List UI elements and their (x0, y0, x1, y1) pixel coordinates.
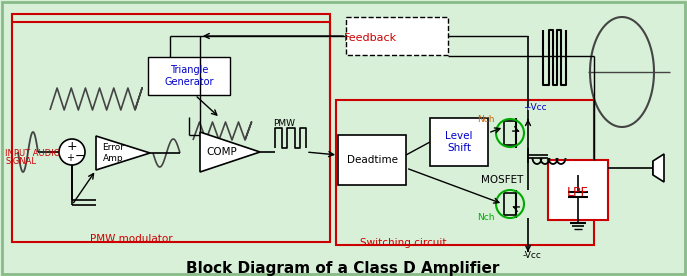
Bar (12, 14, 330, 242)
Text: LPF: LPF (567, 185, 589, 198)
Bar (346, 17, 448, 55)
Text: PMW: PMW (273, 120, 295, 129)
Text: −: − (75, 150, 85, 163)
Bar (548, 160, 608, 220)
Text: Nch: Nch (477, 115, 495, 124)
Text: Feedback: Feedback (344, 33, 396, 43)
Polygon shape (200, 132, 260, 172)
Text: Triangle
Generator: Triangle Generator (164, 65, 214, 87)
Bar (430, 118, 488, 166)
Bar (338, 135, 406, 185)
Text: +: + (67, 140, 78, 153)
Text: -Vcc: -Vcc (523, 251, 542, 259)
Circle shape (59, 139, 85, 165)
Text: SIGNAL: SIGNAL (5, 158, 36, 166)
Polygon shape (96, 136, 150, 170)
Text: COMP: COMP (207, 147, 238, 157)
Text: Error
Amp: Error Amp (102, 143, 124, 163)
Text: INPUT AUDIO: INPUT AUDIO (5, 148, 60, 158)
Text: Nch: Nch (477, 213, 495, 222)
Text: +Vcc: +Vcc (523, 102, 547, 112)
Text: Switching circuit: Switching circuit (360, 238, 447, 248)
Polygon shape (653, 154, 664, 182)
Text: +: + (66, 153, 74, 163)
Text: Level
Shift: Level Shift (445, 131, 473, 153)
Bar (148, 57, 230, 95)
Text: Block Diagram of a Class D Amplifier: Block Diagram of a Class D Amplifier (186, 261, 499, 275)
Text: MOSFET: MOSFET (481, 175, 523, 185)
Text: PMW modulator: PMW modulator (90, 234, 172, 244)
Bar (336, 100, 594, 245)
Text: Deadtime: Deadtime (346, 155, 398, 165)
